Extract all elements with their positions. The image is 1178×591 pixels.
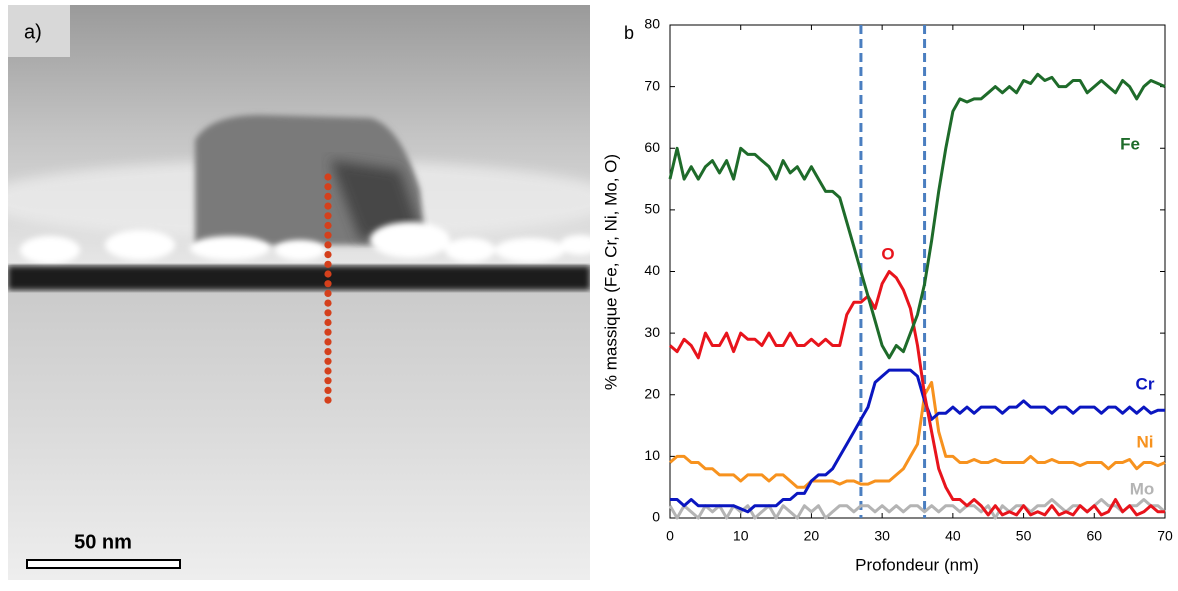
y-tick-label: 60 — [644, 139, 660, 155]
probe-dot — [324, 260, 332, 268]
series-label: Ni — [1137, 432, 1154, 451]
probe-dot — [324, 367, 332, 375]
panel-label: b — [624, 23, 634, 43]
x-tick-label: 60 — [1086, 528, 1102, 544]
probe-dot — [324, 192, 332, 200]
series-label: Mo — [1130, 479, 1155, 498]
probe-dot — [324, 251, 332, 259]
probe-dot — [324, 221, 332, 230]
y-tick-label: 70 — [644, 77, 660, 93]
y-tick-label: 30 — [644, 324, 660, 340]
y-tick-label: 50 — [644, 201, 660, 217]
scale-bar — [26, 559, 181, 569]
series-line — [668, 72, 1166, 360]
y-tick-label: 10 — [644, 447, 660, 463]
probe-dot — [324, 318, 332, 327]
tem-image — [8, 5, 590, 580]
series-line — [669, 380, 1166, 489]
probe-dot — [324, 270, 332, 278]
probe-dot — [324, 396, 332, 404]
x-axis-title: Profondeur (nm) — [855, 555, 979, 574]
probe-dot — [324, 183, 332, 191]
series-line — [669, 270, 1165, 517]
x-tick-label: 70 — [1157, 528, 1173, 544]
probe-dot — [324, 202, 332, 210]
probe-dot — [324, 280, 332, 288]
probe-dot — [324, 309, 332, 317]
series-label: Cr — [1136, 374, 1155, 393]
probe-dot — [324, 231, 332, 239]
x-tick-label: 10 — [733, 528, 749, 544]
x-tick-label: 50 — [1016, 528, 1032, 544]
series-label: Fe — [1120, 134, 1140, 153]
probe-dot — [324, 299, 332, 307]
probe-dot — [324, 386, 332, 394]
probe-dot — [324, 289, 332, 297]
probe-dot — [324, 173, 332, 181]
probe-dot — [324, 212, 332, 220]
probe-dot — [324, 241, 332, 249]
y-tick-label: 40 — [644, 262, 660, 278]
y-tick-label: 80 — [644, 16, 660, 32]
probe-dot — [324, 328, 332, 336]
y-tick-label: 20 — [644, 385, 660, 401]
x-tick-label: 30 — [874, 528, 890, 544]
x-tick-label: 20 — [804, 528, 820, 544]
panel-label: a) — [24, 21, 42, 43]
probe-dot — [324, 357, 332, 365]
series-line — [670, 368, 1165, 514]
y-axis-title: % massique (Fe, Cr, Ni, Mo, O) — [601, 154, 620, 390]
y-tick-label: 0 — [652, 509, 660, 525]
probe-dot — [324, 377, 332, 385]
series-label: O — [881, 244, 894, 263]
x-tick-label: 0 — [666, 528, 674, 544]
probe-dot — [324, 348, 332, 356]
probe-dot — [324, 338, 332, 346]
scale-bar-label: 50 nm — [74, 531, 132, 553]
x-tick-label: 40 — [945, 528, 961, 544]
